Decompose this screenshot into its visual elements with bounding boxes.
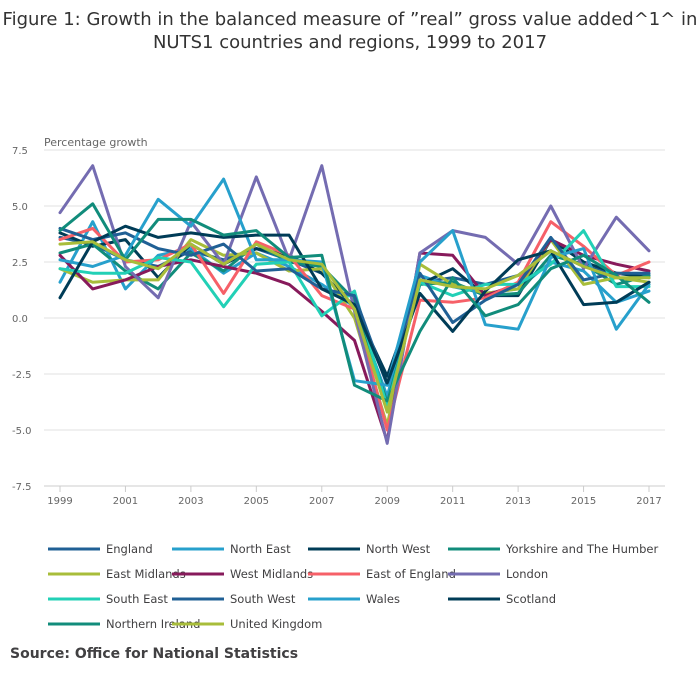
legend-label: England [106, 542, 153, 556]
series-lines [58, 164, 651, 445]
series-line-south-east[interactable] [58, 229, 651, 410]
legend-item-england[interactable]: England [48, 542, 153, 556]
y-tick-label: 0.0 [12, 314, 28, 325]
x-tick-label: 2005 [244, 496, 269, 507]
legend-item-wales[interactable]: Wales [308, 592, 400, 606]
legend: England North East North West Yorkshire and… [48, 542, 658, 631]
legend-item-yorkshire-and-the-humber[interactable]: Yorkshire and The Humber [448, 542, 658, 556]
series-line-yorkshire-and-the-humber[interactable] [58, 242, 651, 405]
y-tick-label: 5.0 [12, 202, 28, 213]
legend-label: South West [230, 592, 296, 606]
y-tick-label: 2.5 [12, 258, 28, 269]
x-tick-label: 2015 [571, 496, 596, 507]
axes: Percentage growth 7.5 5.0 2.5 0.0 -2.5 -5.0 -7.… [12, 136, 665, 507]
series-line-south-west[interactable] [58, 226, 651, 387]
legend-label: Wales [366, 592, 400, 606]
legend-item-scotland[interactable]: Scotland [448, 592, 556, 606]
legend-label: West Midlands [230, 567, 313, 581]
chart-title-line-1: Figure 1: Growth in the balanced measure… [2, 9, 698, 30]
x-tick-label: 2001 [113, 496, 138, 507]
x-tick-label: 2017 [636, 496, 661, 507]
legend-item-northern-ireland[interactable]: Northern Ireland [48, 617, 200, 631]
legend-label: Scotland [506, 592, 556, 606]
legend-item-east-of-england[interactable]: East of England [308, 567, 456, 581]
legend-item-north-west[interactable]: North West [308, 542, 431, 556]
legend-label: United Kingdom [230, 617, 322, 631]
series-line-northern-ireland[interactable] [58, 202, 651, 403]
legend-label: North West [366, 542, 431, 556]
y-tick-label: 7.5 [12, 146, 28, 157]
chart-title-line-2: NUTS1 countries and regions, 1999 to 201… [152, 32, 548, 53]
x-tick-label: 1999 [47, 496, 72, 507]
legend-label: North East [230, 542, 291, 556]
x-tick-label: 2007 [309, 496, 334, 507]
legend-item-west-midlands[interactable]: West Midlands [172, 567, 313, 581]
x-tick-label: 2003 [178, 496, 203, 507]
legend-label: London [506, 567, 548, 581]
legend-label: South East [106, 592, 168, 606]
legend-item-south-east[interactable]: South East [48, 592, 168, 606]
legend-item-united-kingdom[interactable]: United Kingdom [172, 617, 322, 631]
legend-label: Northern Ireland [106, 617, 200, 631]
chart-title: Figure 1: Growth in the balanced measure… [0, 8, 700, 54]
legend-item-north-east[interactable]: North East [172, 542, 291, 556]
y-axis-label: Percentage growth [44, 136, 148, 149]
legend-label: East Midlands [106, 567, 186, 581]
series-line-united-kingdom[interactable] [58, 240, 651, 414]
series-line-west-midlands[interactable] [58, 238, 651, 443]
x-tick-label: 2009 [374, 496, 399, 507]
y-tick-label: -5.0 [12, 426, 32, 437]
y-tick-label: -2.5 [12, 370, 32, 381]
x-tick-label: 2013 [505, 496, 530, 507]
legend-label: East of England [366, 567, 456, 581]
y-tick-label: -7.5 [12, 482, 32, 493]
x-tick-label: 2011 [440, 496, 465, 507]
legend-item-east-midlands[interactable]: East Midlands [48, 567, 186, 581]
legend-item-south-west[interactable]: South West [172, 592, 296, 606]
legend-item-london[interactable]: London [448, 567, 548, 581]
source-note: Source: Office for National Statistics [10, 646, 299, 662]
legend-label: Yorkshire and The Humber [505, 542, 658, 556]
